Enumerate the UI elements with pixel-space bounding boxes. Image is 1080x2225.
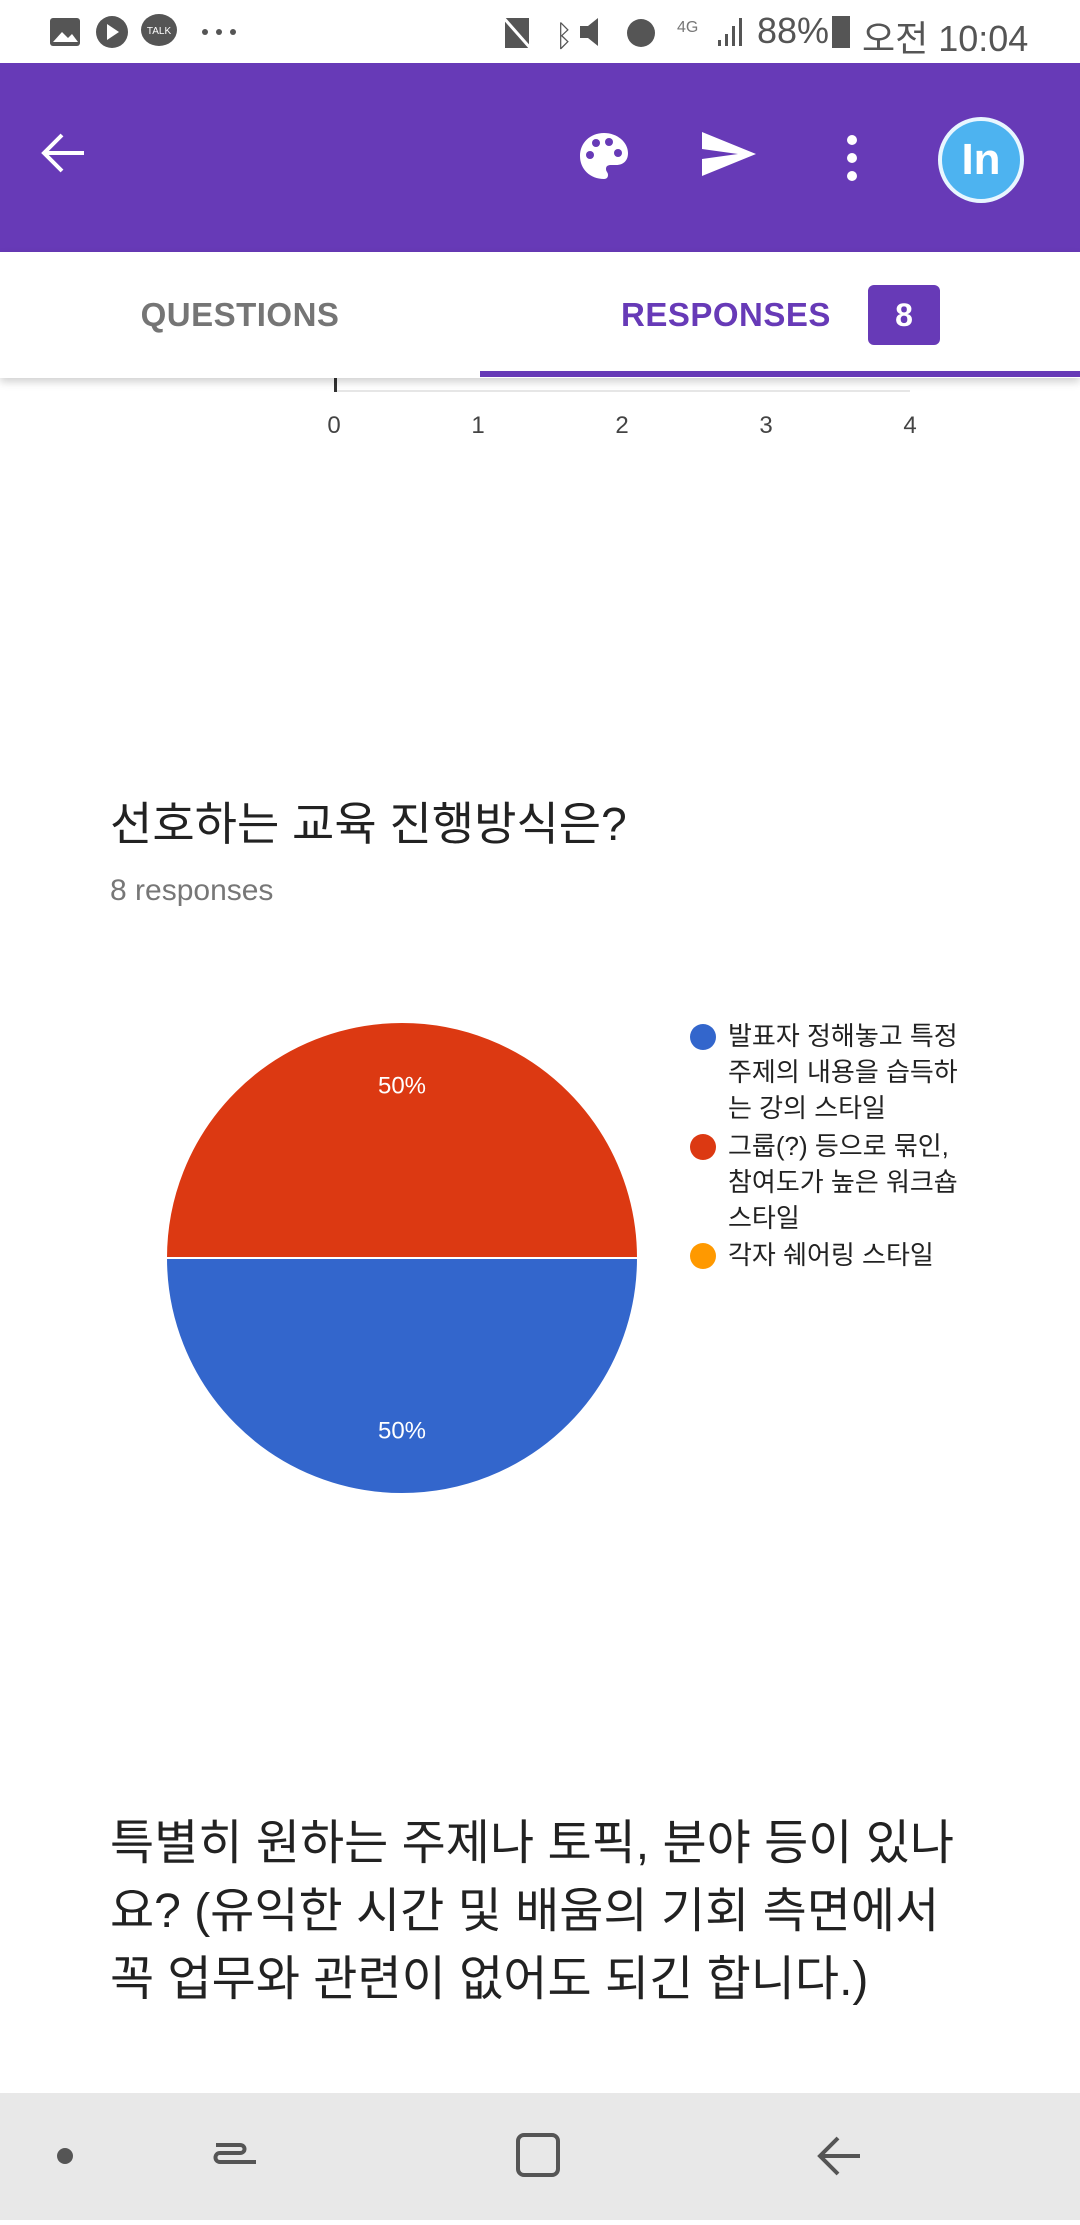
svg-text:TALK: TALK (147, 26, 172, 37)
previous-chart-gridlines (334, 378, 910, 392)
tab-bar: QUESTIONS RESPONSES 8 (0, 252, 1080, 378)
network-type: 4G (677, 19, 698, 36)
legend-line: 참여도가 높은 워크숍 (728, 1167, 958, 1197)
legend-item: 각자 쉐어링 스타일 (690, 1237, 990, 1273)
palette-icon[interactable] (578, 131, 630, 183)
responses-count-badge: 8 (868, 285, 940, 345)
dot-icon[interactable] (57, 2148, 73, 2164)
legend-line: 는 강의 스타일 (728, 1093, 886, 1123)
axis-tick-label: 1 (471, 412, 485, 439)
status-icons: TALK ᛒ 4G (50, 14, 850, 53)
mute-icon (580, 18, 598, 46)
tab-label: RESPONSES (621, 296, 831, 333)
more-dots-icon (202, 29, 236, 35)
pie-slice (164, 1257, 640, 1495)
legend-line: 그룹(?) 등으로 묶인, (728, 1131, 949, 1161)
play-icon (96, 16, 128, 48)
no-sim-icon (500, 15, 534, 51)
question-title: 선호하는 교육 진행방식은? (110, 798, 627, 850)
status-bar: TALK ᛒ 4G 88% 오전 10:04 (0, 0, 1080, 63)
pie-data-label: 50% (378, 1417, 426, 1444)
pie-slice (164, 1021, 640, 1259)
send-icon[interactable] (700, 130, 758, 178)
bluetooth-icon: ᛒ (555, 20, 573, 53)
kakaotalk-icon: TALK (141, 14, 177, 46)
legend-line: 발표자 정해놓고 특정 (728, 1021, 958, 1051)
more-vert-icon[interactable] (842, 133, 862, 183)
tab-responses[interactable]: RESPONSES (480, 252, 1080, 378)
back-icon[interactable] (817, 2136, 860, 2176)
response-count: 8 responses (110, 874, 274, 907)
active-tab-indicator (480, 371, 1080, 377)
legend-line: 각자 쉐어링 스타일 (728, 1240, 934, 1270)
tab-questions[interactable]: QUESTIONS (0, 252, 480, 378)
axis-baseline (334, 378, 337, 392)
legend-dot (690, 1243, 716, 1269)
legend-dot (690, 1024, 716, 1050)
legend-dot (690, 1134, 716, 1160)
pie-data-label: 50% (378, 1073, 426, 1100)
battery-icon (832, 16, 850, 48)
axis-tick-label: 4 (903, 412, 917, 439)
app-bar: In (0, 63, 1080, 252)
home-icon[interactable] (516, 2133, 560, 2177)
question-title: 특별히 원하는 주제나 토픽, 분야 등이 있나요? (유익한 시간 및 배움의… (110, 1817, 955, 2006)
battery-percent: 88% (757, 10, 830, 51)
axis-tick-label: 2 (615, 412, 629, 439)
legend-line: 주제의 내용을 습득하 (728, 1057, 958, 1087)
back-arrow-icon[interactable] (40, 129, 88, 177)
recent-apps-icon[interactable] (213, 2143, 257, 2164)
tab-label: QUESTIONS (140, 296, 340, 333)
avatar[interactable]: In (938, 117, 1024, 203)
axis-tick-label: 3 (759, 412, 773, 439)
alarm-icon (627, 19, 655, 47)
gallery-icon (50, 18, 80, 46)
navigation-bar (0, 2093, 1080, 2220)
legend-line: 스타일 (728, 1203, 800, 1233)
signal-icon (718, 18, 742, 46)
axis-tick-label: 0 (327, 412, 341, 439)
avatar-text: In (961, 135, 1001, 184)
clock: 오전 10:04 (862, 18, 1029, 59)
pie-chart: 50% 50% (164, 1021, 640, 1495)
